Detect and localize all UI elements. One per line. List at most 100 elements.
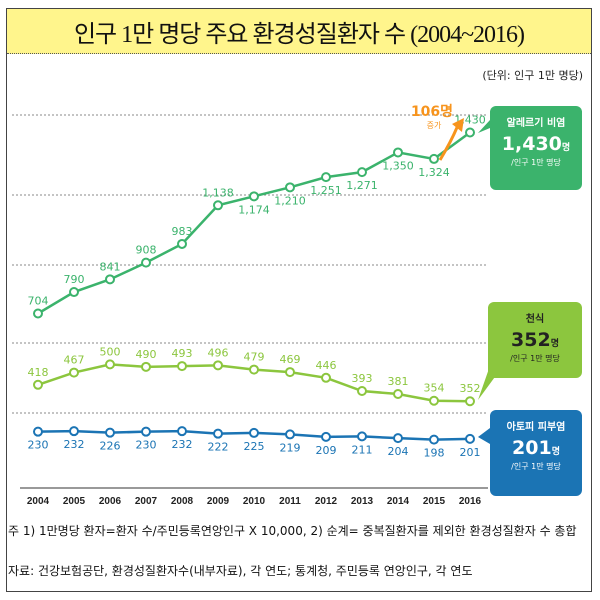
data-point [69, 367, 79, 378]
data-label: 1,174 [238, 203, 270, 216]
data-point [105, 359, 115, 370]
data-label: 704 [28, 294, 49, 307]
callout-sub: /인구 1만 명당 [511, 158, 561, 167]
data-label: 1,324 [418, 166, 450, 179]
data-label: 232 [64, 438, 85, 451]
data-label: 1,210 [274, 194, 306, 207]
callout-sub: /인구 1만 명당 [510, 354, 560, 363]
data-point [285, 367, 295, 378]
data-label: 496 [208, 346, 229, 359]
callout-atopy: 아토피 피부염 201명 /인구 1만 명당 [490, 410, 582, 496]
data-point [357, 167, 367, 178]
increase-arrow-head [452, 118, 464, 132]
callout-value: 1,430 [501, 133, 562, 155]
x-tick-label: 2010 [243, 496, 266, 507]
x-tick-label: 2009 [207, 496, 230, 507]
data-label: 230 [136, 439, 157, 452]
data-point [141, 426, 151, 437]
data-point [141, 257, 151, 268]
data-point [249, 191, 259, 202]
data-label: 500 [100, 345, 121, 358]
data-point [69, 426, 79, 437]
data-point [357, 431, 367, 442]
data-label: 983 [172, 225, 193, 238]
data-label: 908 [136, 244, 157, 257]
data-label: 490 [136, 348, 157, 361]
source-note: 자료: 건강보험공단, 환경성질환자수(내부자료), 각 연도; 통계청, 주민… [8, 564, 473, 578]
footnote: 주 1) 1만명당 환자=환자 수/주민등록연앙인구 X 10,000, 2) … [8, 524, 577, 538]
data-label: 201 [460, 446, 481, 459]
unit-label: (단위: 인구 1만 명당) [482, 69, 583, 82]
chart-title: 인구 1만 명당 주요 환경성질환자 수 (2004~2016) [73, 21, 525, 48]
data-point [105, 427, 115, 438]
data-label: 198 [424, 447, 445, 460]
data-point [429, 434, 439, 445]
data-label: 469 [280, 353, 301, 366]
data-point [177, 238, 187, 249]
data-point [105, 274, 115, 285]
data-point [429, 395, 439, 406]
callout-sub: /인구 1만 명당 [511, 462, 561, 471]
data-point [285, 182, 295, 193]
callout-unit: 명 [561, 143, 571, 153]
data-label: 354 [424, 382, 445, 395]
data-point [69, 287, 79, 298]
x-tick-label: 2011 [279, 496, 301, 507]
data-point [393, 389, 403, 400]
callout-pointer [478, 428, 490, 444]
data-point [285, 429, 295, 440]
x-tick-label: 2008 [171, 496, 194, 507]
data-label: 1,138 [202, 186, 234, 199]
data-label: 381 [388, 375, 409, 388]
data-label: 211 [352, 443, 373, 456]
data-label: 1,251 [310, 184, 342, 197]
data-point [141, 361, 151, 372]
x-tick-label: 2013 [351, 496, 374, 507]
data-point [249, 427, 259, 438]
data-point [33, 379, 43, 390]
x-tick-label: 2004 [27, 496, 50, 507]
data-point [393, 433, 403, 444]
data-point [321, 172, 331, 183]
data-point [177, 426, 187, 437]
data-point [465, 127, 475, 138]
x-tick-label: 2015 [423, 496, 446, 507]
data-point [393, 147, 403, 158]
x-tick-label: 2016 [459, 496, 482, 507]
data-label: 219 [280, 441, 301, 454]
callout-name: 천식 [525, 314, 545, 325]
data-point [213, 360, 223, 371]
callout-pointer [478, 120, 490, 133]
data-label: 493 [172, 347, 193, 360]
data-point [33, 308, 43, 319]
data-label: 790 [64, 273, 85, 286]
x-tick-label: 2007 [135, 496, 158, 507]
data-label: 232 [172, 438, 193, 451]
data-label: 467 [64, 354, 85, 367]
data-point [465, 396, 475, 407]
data-label: 352 [460, 382, 481, 395]
callout-rhinitis: 알레르기 비염 1,430명 /인구 1만 명당 [490, 106, 582, 190]
data-label: 204 [388, 445, 409, 458]
figure-frame: 인구 1만 명당 주요 환경성질환자 수 (2004~2016) (단위: 인구… [6, 8, 592, 592]
callout-unit: 명 [551, 447, 560, 457]
x-tick-label: 2012 [315, 496, 338, 507]
title-banner: 인구 1만 명당 주요 환경성질환자 수 (2004~2016) [7, 9, 591, 54]
data-label: 1,271 [346, 179, 378, 192]
data-point [249, 364, 259, 375]
increase-text: 증가 [427, 121, 442, 130]
callout-name: 알레르기 비염 [506, 118, 566, 129]
callout-name: 아토피 피부염 [506, 422, 566, 433]
data-point [321, 431, 331, 442]
data-label: 222 [208, 441, 229, 454]
data-point [33, 426, 43, 437]
data-point [357, 386, 367, 397]
data-label: 418 [28, 366, 49, 379]
data-point [321, 372, 331, 383]
data-label: 841 [100, 260, 121, 273]
callout-unit: 명 [550, 339, 559, 349]
x-tick-label: 2006 [99, 496, 122, 507]
data-label: 1,350 [382, 159, 414, 172]
callout-value: 201 [512, 437, 552, 459]
